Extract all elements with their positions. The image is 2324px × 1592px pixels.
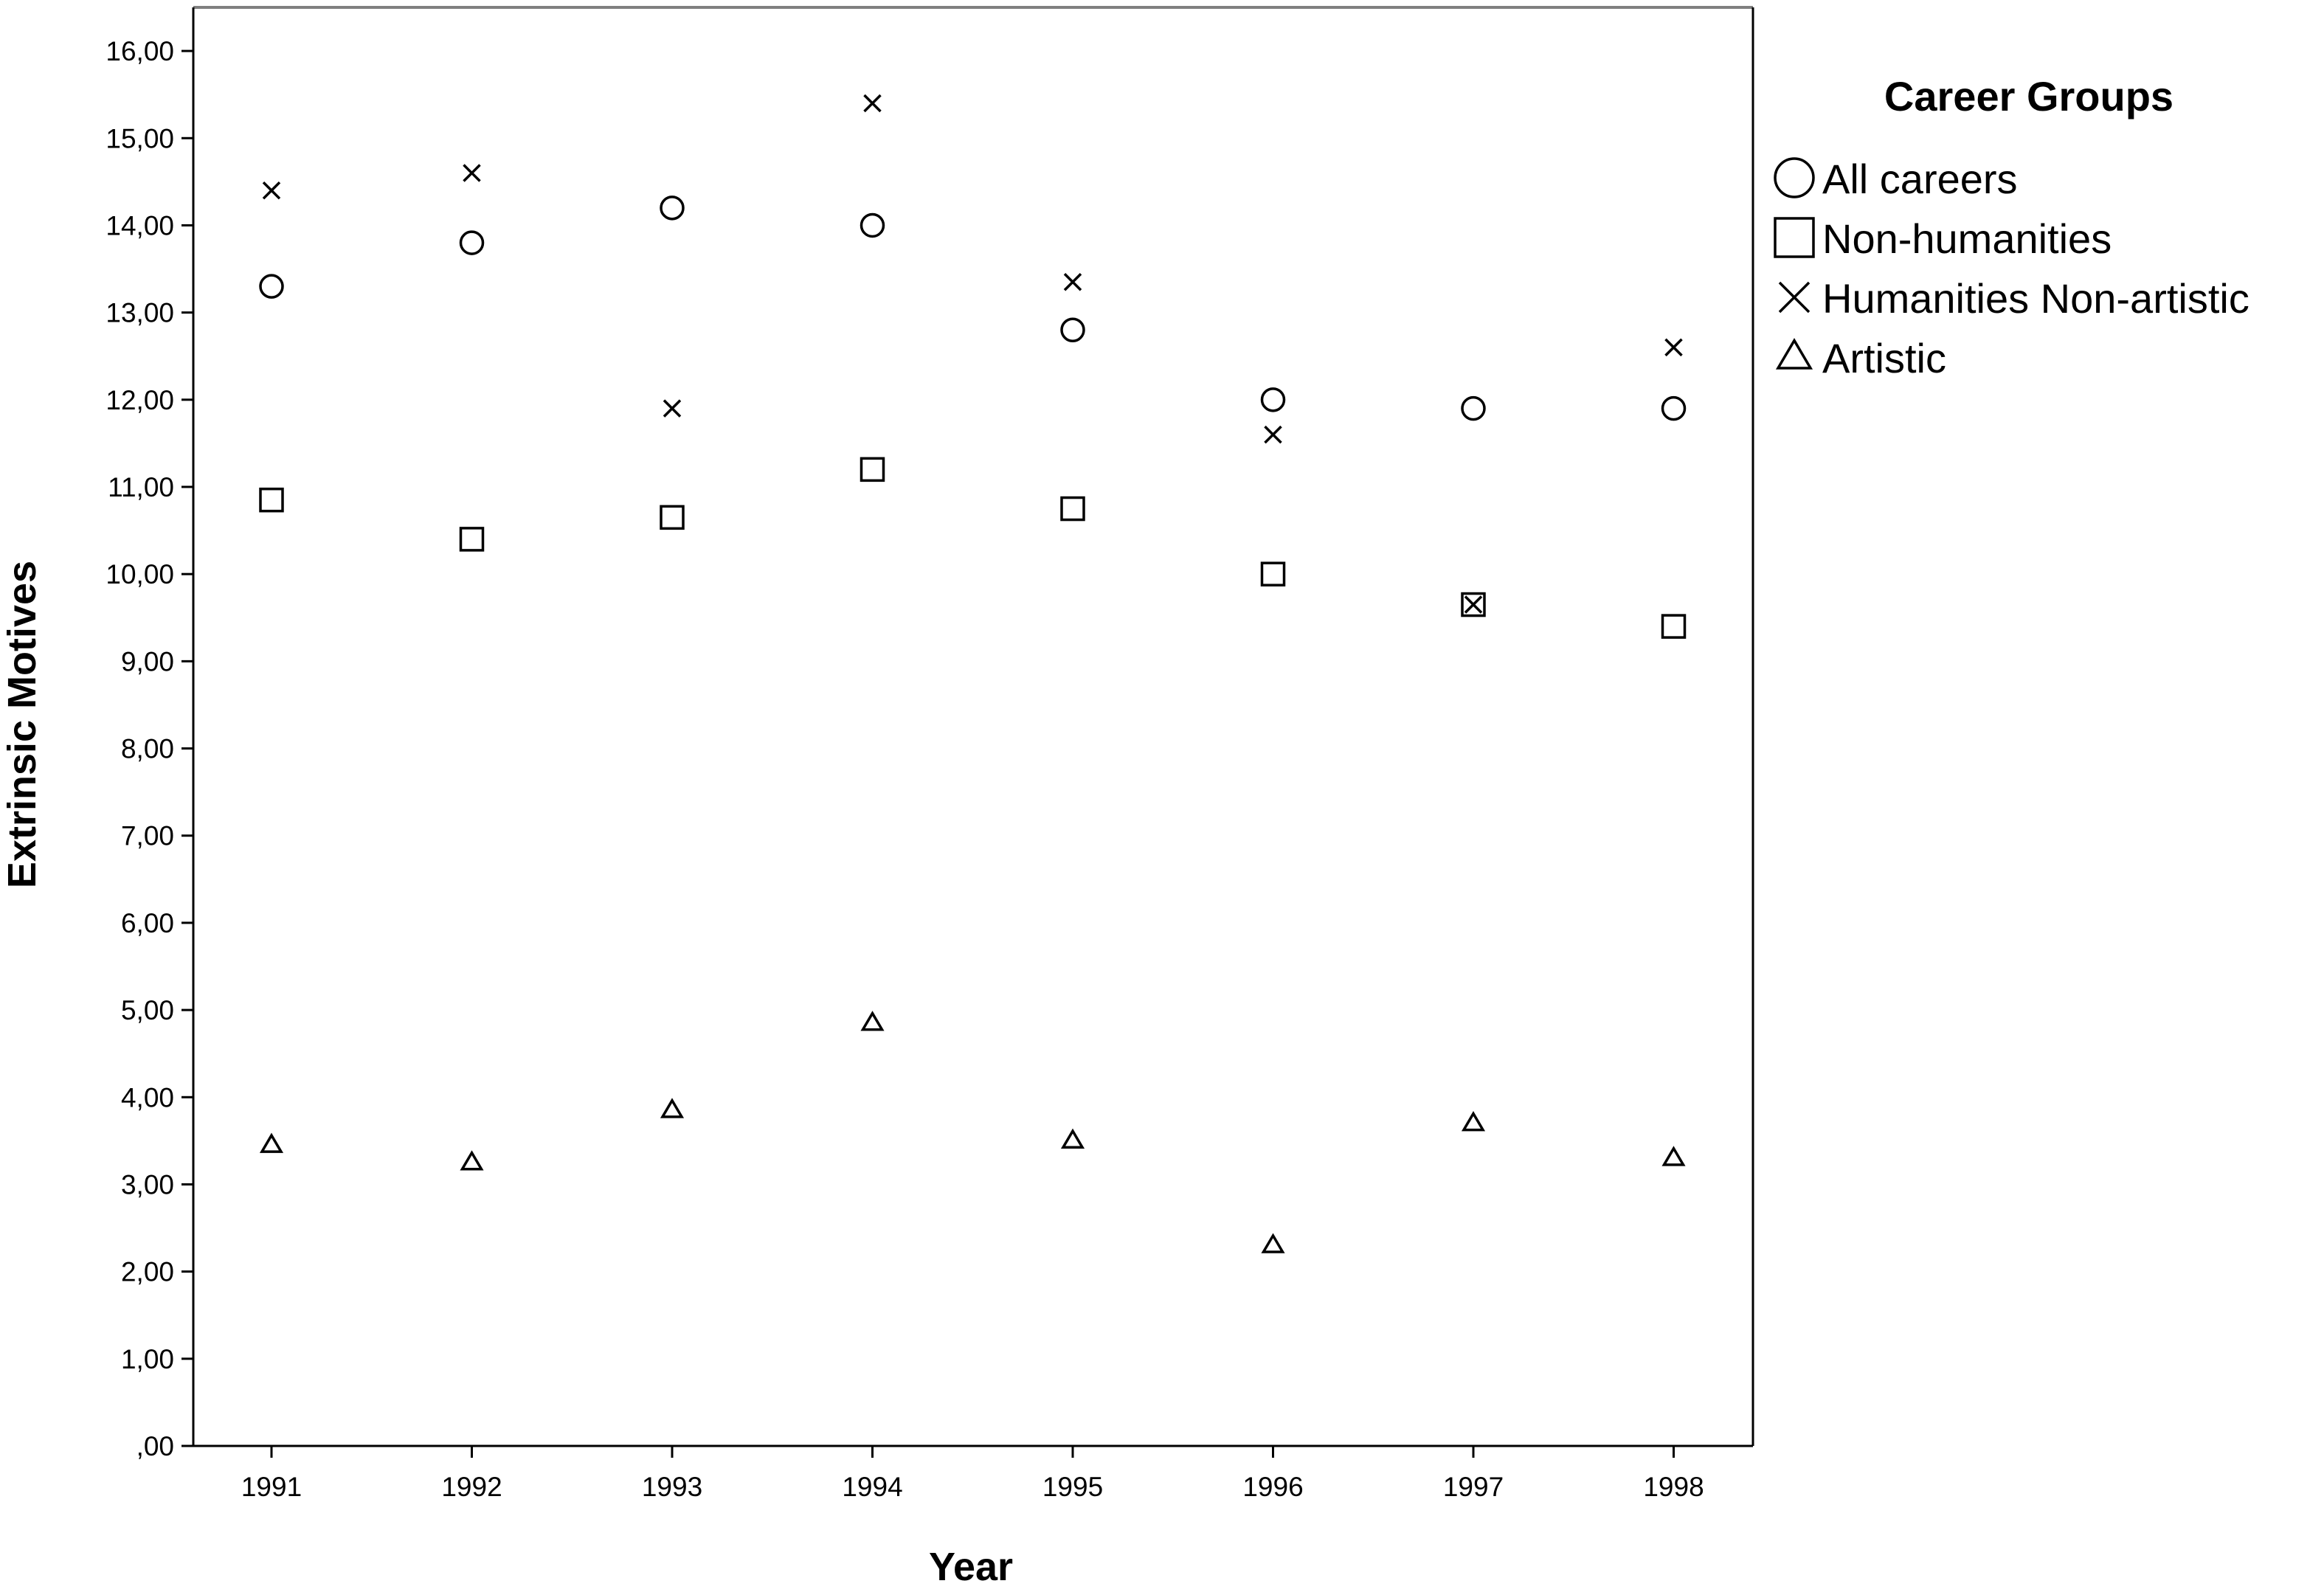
legend-label: Artistic <box>1822 335 1946 381</box>
data-point-circle <box>660 195 685 221</box>
y-axis: ,00 1,00 2,00 3,00 4,00 5,00 6,00 7,00 8,00 9,00 1… <box>106 7 195 1461</box>
data-point-circle <box>860 212 885 238</box>
data-point-x <box>863 94 882 113</box>
legend-entry: Humanities Non-artistic <box>1778 275 2249 322</box>
legend-label: Humanities Non-artistic <box>1822 275 2249 322</box>
legend-marker-square <box>1774 217 1815 258</box>
y-tick-label: 7,00 <box>121 821 174 851</box>
series-x <box>262 94 1683 614</box>
y-tick-label: 9,00 <box>121 646 174 676</box>
data-point-square <box>1661 614 1687 639</box>
legend: Career Groups All careers Non-humanities H… <box>1774 73 2249 381</box>
data-point-circle <box>1260 387 1286 412</box>
y-tick-label: 15,00 <box>106 123 174 153</box>
data-point-circle <box>259 274 284 299</box>
data-point-x <box>663 399 682 418</box>
y-tick-label: 12,00 <box>106 385 174 415</box>
data-point-triangle <box>1060 1128 1085 1149</box>
legend-label: All careers <box>1822 156 2018 202</box>
legend-entry: All careers <box>1774 156 2018 202</box>
y-tick-label: 3,00 <box>121 1169 174 1200</box>
data-point-square <box>660 505 685 530</box>
data-point-x <box>463 164 481 182</box>
y-tick-label: ,00 <box>136 1431 174 1461</box>
data-point-triangle <box>660 1098 685 1118</box>
data-point-x <box>1063 273 1082 291</box>
legend-label: Non-humanities <box>1822 215 2112 262</box>
y-axis-title: Extrinsic Motives <box>0 561 44 888</box>
legend-title: Career Groups <box>1884 73 2173 120</box>
legend-entry: Non-humanities <box>1774 215 2112 262</box>
data-point-x <box>262 181 281 200</box>
x-axis-title: Year <box>929 1545 1013 1589</box>
data-point-x <box>1664 338 1683 357</box>
data-point-square <box>860 457 885 482</box>
series-square <box>259 457 1687 639</box>
y-tick-label: 10,00 <box>106 559 174 589</box>
x-tick-label: 1994 <box>842 1472 902 1502</box>
legend-marker-triangle <box>1775 338 1813 370</box>
data-point-triangle <box>1661 1146 1686 1166</box>
data-point-circle <box>459 230 485 255</box>
x-tick-label: 1991 <box>241 1472 302 1502</box>
y-tick-label: 11,00 <box>108 472 174 502</box>
y-tick-label: 8,00 <box>121 734 174 764</box>
y-tick-label: 16,00 <box>106 36 174 66</box>
x-tick-label: 1996 <box>1242 1472 1303 1502</box>
data-point-circle <box>1661 395 1687 421</box>
x-tick-label: 1997 <box>1443 1472 1504 1502</box>
legend-marker-circle <box>1774 157 1815 198</box>
data-point-triangle <box>460 1150 484 1171</box>
x-tick-label: 1992 <box>441 1472 502 1502</box>
data-point-triangle <box>259 1132 284 1153</box>
plot-frame <box>193 6 1754 1446</box>
x-tick-label: 1993 <box>642 1472 702 1502</box>
x-tick-label: 1995 <box>1042 1472 1103 1502</box>
data-point-square <box>1260 561 1286 586</box>
data-markers <box>259 94 1687 1253</box>
y-tick-label: 13,00 <box>106 298 174 328</box>
data-point-circle <box>1461 395 1486 421</box>
y-tick-label: 1,00 <box>121 1344 174 1374</box>
data-point-triangle <box>860 1011 885 1031</box>
legend-marker-x <box>1778 281 1811 314</box>
series-circle <box>259 195 1687 421</box>
y-tick-label: 14,00 <box>106 210 174 240</box>
data-point-x <box>1264 425 1282 444</box>
data-point-square <box>1461 592 1486 617</box>
y-tick-label: 5,00 <box>121 995 174 1025</box>
legend-entry: Artistic <box>1775 335 1946 381</box>
y-tick-label: 6,00 <box>121 908 174 938</box>
data-point-circle <box>1060 317 1085 343</box>
data-point-square <box>1060 496 1085 522</box>
data-point-x <box>1464 595 1483 614</box>
data-point-triangle <box>1261 1233 1285 1253</box>
y-tick-label: 2,00 <box>121 1257 174 1287</box>
series-triangle <box>259 1011 1686 1253</box>
y-tick-label: 4,00 <box>121 1082 174 1112</box>
data-point-square <box>259 487 284 513</box>
x-tick-label: 1998 <box>1643 1472 1704 1502</box>
x-axis: 1991 1992 1993 1994 1995 1996 1997 1998 <box>193 1444 1753 1502</box>
data-point-square <box>459 527 485 552</box>
data-point-triangle <box>1461 1111 1486 1132</box>
